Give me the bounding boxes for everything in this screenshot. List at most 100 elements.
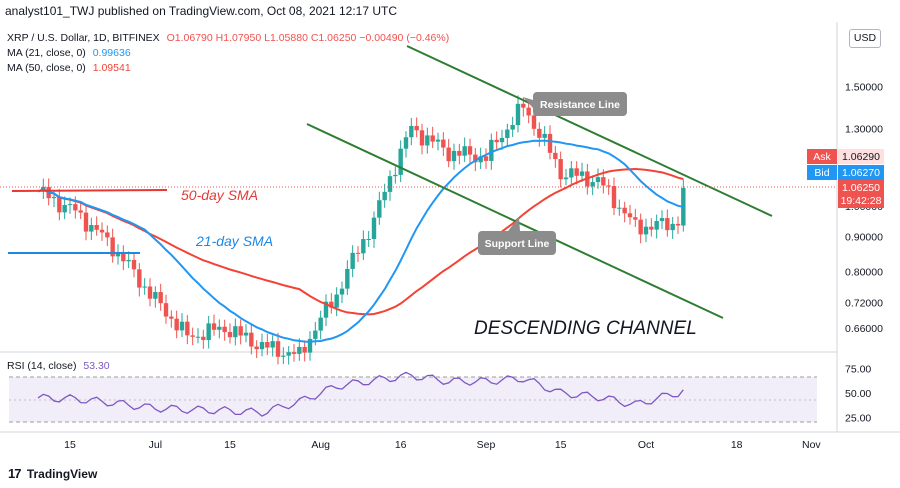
candle-body: [403, 137, 409, 149]
time-tick-label: 18: [731, 439, 743, 451]
candle-body: [569, 168, 574, 178]
candle: [665, 209, 670, 237]
candle: [542, 126, 547, 146]
candle: [89, 217, 94, 241]
candle-body: [57, 197, 62, 213]
candle-body: [473, 154, 478, 163]
candle-body: [121, 251, 126, 262]
candle: [153, 286, 158, 308]
candle-body: [563, 177, 569, 180]
candle-body: [67, 204, 73, 206]
candle: [649, 218, 654, 237]
rsi-tick-label: 25.00: [845, 412, 871, 424]
candle-body: [595, 177, 601, 183]
candle-body: [329, 301, 334, 308]
candle: [281, 347, 286, 365]
candle: [499, 129, 505, 150]
rsi-tick-label: 50.00: [845, 388, 871, 400]
candle-body: [131, 259, 137, 270]
candle: [611, 177, 617, 216]
resistance-channel-line[interactable]: [406, 45, 773, 217]
candle-body: [446, 147, 451, 162]
candle-body: [483, 156, 489, 161]
candle-body: [153, 292, 158, 299]
candle: [382, 183, 387, 208]
candle: [627, 205, 633, 225]
ma21-legend[interactable]: MA (21, close, 0) 0.99636: [7, 47, 131, 59]
price-tick-label: 0.80000: [845, 266, 883, 278]
rsi-band: [9, 377, 817, 422]
candle-body: [83, 212, 89, 232]
ma50-label: MA (50, close, 0): [7, 62, 86, 74]
candle: [617, 199, 622, 216]
candle-body: [265, 342, 270, 348]
tradingview-footer[interactable]: 17 TradingView: [8, 466, 97, 481]
candle: [185, 315, 190, 345]
candle: [505, 123, 510, 147]
candle-body: [243, 332, 249, 336]
rsi-legend[interactable]: RSI (14, close) 53.30: [7, 360, 110, 372]
candle-body: [457, 150, 462, 156]
ma50-legend[interactable]: MA (50, close, 0) 1.09541: [7, 62, 131, 74]
candle-body: [537, 128, 542, 138]
candle-body: [542, 133, 547, 138]
candle: [222, 319, 227, 341]
candle: [675, 216, 681, 234]
time-tick-label: 15: [64, 439, 76, 451]
candle-body: [558, 159, 563, 180]
candle: [259, 333, 265, 357]
candle-body: [73, 204, 78, 211]
candle-body: [281, 355, 286, 357]
candle: [126, 251, 131, 269]
candle-body: [675, 223, 681, 226]
sma50-horizontal-marker[interactable]: [11, 189, 168, 192]
ask-value: 1.06290: [842, 151, 880, 163]
resistance-callout[interactable]: Resistance Line: [523, 92, 627, 116]
candle-body: [350, 252, 355, 269]
candle-body: [617, 207, 622, 209]
candle: [147, 278, 153, 307]
candle: [275, 332, 281, 365]
support-channel-line[interactable]: [306, 123, 724, 319]
candle-body: [89, 225, 94, 232]
candle: [195, 328, 201, 344]
candle: [441, 132, 446, 156]
candle: [638, 213, 643, 244]
candle-body: [430, 135, 435, 142]
candle: [243, 324, 249, 343]
candle: [254, 340, 259, 359]
currency-button[interactable]: USD: [849, 29, 881, 48]
candle-body: [254, 346, 259, 350]
candle-body: [147, 286, 153, 299]
candle: [286, 346, 291, 365]
time-tick-label: 16: [395, 439, 407, 451]
candle: [270, 335, 275, 357]
candle-body: [414, 125, 419, 131]
rsi-line[interactable]: [37, 371, 684, 417]
candle-body: [489, 139, 494, 161]
candle-body: [382, 191, 387, 201]
candle-body: [681, 187, 686, 226]
candle: [318, 310, 323, 340]
candle: [169, 310, 174, 328]
time-tick-label: Jul: [149, 439, 162, 451]
rsi-axis-labels: 25.00 50.00 75.00: [845, 364, 871, 425]
time-tick-label: Sep: [477, 439, 496, 451]
tradingview-logo-icon: 17: [8, 466, 22, 481]
candle: [307, 331, 313, 361]
time-axis-labels: 15 Jul 15 Aug 16 Sep 15 Oct 18 Nov: [64, 439, 821, 451]
candle: [206, 315, 211, 349]
support-callout[interactable]: Support Line: [478, 217, 556, 255]
candle-body: [169, 316, 174, 319]
time-tick-label: 15: [555, 439, 567, 451]
candle: [403, 131, 409, 158]
candle: [409, 117, 414, 146]
candle-body: [190, 335, 195, 337]
candle-body: [185, 321, 190, 336]
ma21-line-group: [37, 139, 684, 343]
ma21-line[interactable]: [37, 139, 684, 343]
ohlc-high: H1.07950: [215, 32, 262, 44]
candle-body: [222, 326, 227, 333]
candle-body: [654, 221, 659, 230]
